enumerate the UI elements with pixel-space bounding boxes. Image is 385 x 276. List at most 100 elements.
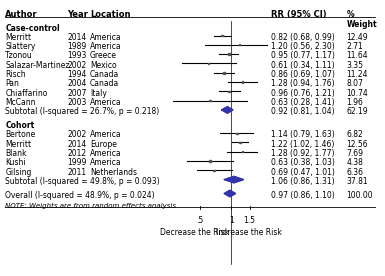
- Text: Canada: Canada: [90, 70, 119, 79]
- Text: Bertone: Bertone: [5, 130, 35, 139]
- Text: 100.00: 100.00: [346, 191, 373, 200]
- Text: 1: 1: [229, 216, 234, 225]
- Text: 0.63 (0.28, 1.41): 0.63 (0.28, 1.41): [271, 98, 335, 107]
- Text: 3.35: 3.35: [346, 61, 363, 70]
- Text: 1999: 1999: [67, 158, 87, 167]
- Text: 11.64: 11.64: [346, 51, 368, 60]
- Text: 0.86 (0.69, 1.07): 0.86 (0.69, 1.07): [271, 70, 335, 79]
- Text: RR (95% CI): RR (95% CI): [271, 10, 326, 18]
- FancyBboxPatch shape: [228, 54, 230, 55]
- Text: 1.22 (1.02, 1.46): 1.22 (1.02, 1.46): [271, 140, 334, 149]
- FancyBboxPatch shape: [228, 91, 230, 92]
- Text: 62.19: 62.19: [346, 107, 368, 116]
- Text: 2002: 2002: [67, 61, 87, 70]
- Text: 1993: 1993: [67, 51, 87, 60]
- Text: Subtotal (I-squared = 26.7%, p = 0.218): Subtotal (I-squared = 26.7%, p = 0.218): [5, 107, 159, 116]
- FancyBboxPatch shape: [213, 170, 215, 171]
- Text: 1.96: 1.96: [346, 98, 363, 107]
- Text: 11.24: 11.24: [346, 70, 368, 79]
- Text: Case-control: Case-control: [5, 23, 60, 33]
- Text: America: America: [90, 149, 122, 158]
- Text: 0.69 (0.47, 1.01): 0.69 (0.47, 1.01): [271, 168, 335, 177]
- Text: 0.82 (0.68, 0.99): 0.82 (0.68, 0.99): [271, 33, 335, 42]
- Text: America: America: [90, 42, 122, 51]
- Text: 0.92 (0.81, 1.04): 0.92 (0.81, 1.04): [271, 107, 335, 116]
- Text: 8.07: 8.07: [346, 79, 363, 88]
- Text: 7.69: 7.69: [346, 149, 363, 158]
- Text: 2.71: 2.71: [346, 42, 363, 51]
- FancyBboxPatch shape: [241, 81, 243, 83]
- Text: 0.95 (0.77, 1.17): 0.95 (0.77, 1.17): [271, 51, 335, 60]
- Text: 4.38: 4.38: [346, 158, 363, 167]
- Text: 12.49: 12.49: [346, 33, 368, 42]
- Text: 6.82: 6.82: [346, 130, 363, 139]
- Text: Netherlands: Netherlands: [90, 168, 137, 177]
- Text: 1989: 1989: [67, 42, 87, 51]
- FancyBboxPatch shape: [239, 44, 240, 45]
- Text: Europe: Europe: [90, 140, 117, 149]
- Text: Gilsing: Gilsing: [5, 168, 32, 177]
- Text: Overall (I-squared = 48.9%, p = 0.024): Overall (I-squared = 48.9%, p = 0.024): [5, 191, 155, 200]
- Text: 37.81: 37.81: [346, 177, 368, 186]
- Text: Merritt: Merritt: [5, 140, 31, 149]
- Text: 1.28 (0.92, 1.77): 1.28 (0.92, 1.77): [271, 149, 335, 158]
- Text: 10.74: 10.74: [346, 89, 368, 97]
- Text: McCann: McCann: [5, 98, 36, 107]
- Text: Risch: Risch: [5, 70, 26, 79]
- Text: NOTE: Weights are from random effects analysis: NOTE: Weights are from random effects an…: [5, 203, 176, 209]
- Text: Increase the Risk: Increase the Risk: [216, 228, 282, 237]
- Text: 2002: 2002: [67, 130, 87, 139]
- Text: 2004: 2004: [67, 79, 87, 88]
- FancyBboxPatch shape: [241, 151, 243, 152]
- Text: Italy: Italy: [90, 89, 107, 97]
- Polygon shape: [224, 190, 236, 197]
- Text: 1.20 (0.56, 2.30): 1.20 (0.56, 2.30): [271, 42, 335, 51]
- Text: 2011: 2011: [67, 168, 87, 177]
- Text: Decrease the Risk: Decrease the Risk: [160, 228, 229, 237]
- Text: 1.28 (0.94, 1.76): 1.28 (0.94, 1.76): [271, 79, 335, 88]
- Text: America: America: [90, 33, 122, 42]
- FancyBboxPatch shape: [236, 132, 238, 134]
- Text: Cohort: Cohort: [5, 121, 34, 130]
- FancyBboxPatch shape: [209, 160, 211, 161]
- Text: Author: Author: [5, 10, 38, 18]
- Text: Chiaffarino: Chiaffarino: [5, 89, 47, 97]
- Text: Mexico: Mexico: [90, 61, 117, 70]
- Text: 2007: 2007: [67, 89, 87, 97]
- FancyBboxPatch shape: [239, 142, 241, 143]
- FancyBboxPatch shape: [223, 72, 225, 73]
- Text: %
Weight: % Weight: [346, 10, 377, 29]
- Text: 2014: 2014: [67, 33, 87, 42]
- FancyBboxPatch shape: [221, 35, 223, 36]
- Polygon shape: [222, 107, 233, 113]
- Text: Kushi: Kushi: [5, 158, 26, 167]
- Text: 1994: 1994: [67, 70, 87, 79]
- Text: America: America: [90, 98, 122, 107]
- Text: 1.5: 1.5: [244, 216, 256, 225]
- Text: 2012: 2012: [67, 149, 87, 158]
- Text: America: America: [90, 130, 122, 139]
- Text: Greece: Greece: [90, 51, 117, 60]
- Text: Slattery: Slattery: [5, 42, 35, 51]
- Text: Pan: Pan: [5, 79, 19, 88]
- Text: 2014: 2014: [67, 140, 87, 149]
- Text: 0.61 (0.34, 1.11): 0.61 (0.34, 1.11): [271, 61, 335, 70]
- Text: 6.36: 6.36: [346, 168, 363, 177]
- Text: Year: Year: [67, 10, 88, 18]
- FancyBboxPatch shape: [208, 63, 209, 64]
- Text: Merritt: Merritt: [5, 33, 31, 42]
- Text: 12.56: 12.56: [346, 140, 368, 149]
- Text: Subtotal (I-squared = 49.8%, p = 0.093): Subtotal (I-squared = 49.8%, p = 0.093): [5, 177, 160, 186]
- Text: 2003: 2003: [67, 98, 87, 107]
- Text: .5: .5: [196, 216, 203, 225]
- Text: 1.14 (0.79, 1.63): 1.14 (0.79, 1.63): [271, 130, 335, 139]
- Polygon shape: [224, 176, 243, 183]
- Text: Blank: Blank: [5, 149, 27, 158]
- Text: 1.06 (0.86, 1.31): 1.06 (0.86, 1.31): [271, 177, 335, 186]
- Text: Canada: Canada: [90, 79, 119, 88]
- Text: 0.63 (0.38, 1.03): 0.63 (0.38, 1.03): [271, 158, 335, 167]
- Text: 0.96 (0.76, 1.21): 0.96 (0.76, 1.21): [271, 89, 335, 97]
- Text: America: America: [90, 158, 122, 167]
- FancyBboxPatch shape: [209, 100, 211, 101]
- Text: Tzonou: Tzonou: [5, 51, 33, 60]
